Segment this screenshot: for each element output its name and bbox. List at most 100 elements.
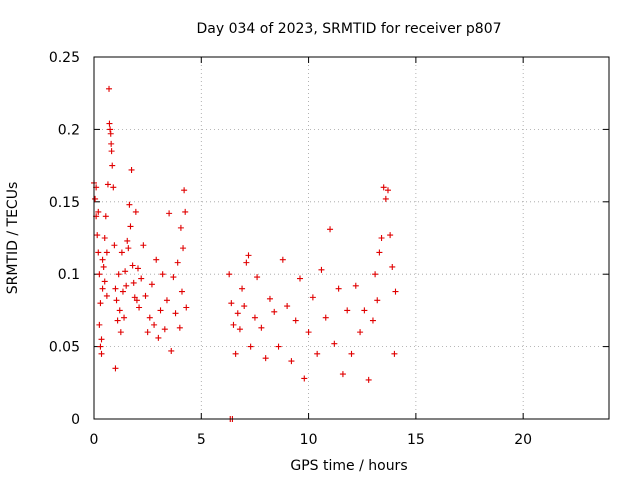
- data-point: [107, 126, 114, 133]
- data-point: [288, 358, 295, 365]
- data-point: [148, 281, 155, 288]
- y-tick-label: 0.2: [58, 122, 80, 138]
- data-point: [108, 148, 115, 155]
- chart-title: Day 034 of 2023, SRMTID for receiver p80…: [196, 21, 501, 37]
- data-point: [228, 300, 235, 307]
- data-point: [251, 314, 258, 321]
- data-point: [113, 297, 120, 304]
- data-point: [94, 232, 101, 239]
- data-point: [327, 226, 334, 233]
- y-tick-label: 0: [71, 412, 80, 428]
- data-point: [166, 210, 173, 217]
- data-point: [392, 288, 399, 295]
- data-point: [176, 324, 183, 331]
- data-point: [108, 140, 115, 147]
- data-points: [91, 85, 399, 422]
- data-point: [177, 224, 184, 231]
- data-point: [126, 201, 133, 208]
- data-point: [127, 223, 134, 230]
- data-point: [322, 314, 329, 321]
- data-point: [387, 232, 394, 239]
- data-point: [262, 355, 269, 362]
- data-point: [138, 275, 145, 282]
- data-point: [111, 242, 118, 249]
- data-point: [109, 162, 116, 169]
- data-point: [318, 266, 325, 273]
- data-point: [95, 249, 102, 256]
- data-point: [128, 166, 135, 173]
- data-point: [243, 259, 250, 266]
- data-point: [102, 213, 109, 220]
- y-tick-label: 0.25: [49, 50, 80, 66]
- data-point: [116, 307, 123, 314]
- data-point: [123, 282, 130, 289]
- data-point: [99, 285, 106, 292]
- x-tick-label: 10: [300, 432, 318, 448]
- data-point: [241, 303, 248, 310]
- data-point: [98, 336, 105, 343]
- data-point: [112, 285, 119, 292]
- data-point: [95, 208, 102, 215]
- data-point: [236, 326, 243, 333]
- x-axis-label: GPS time / hours: [290, 458, 407, 474]
- data-point: [153, 256, 160, 263]
- data-point: [96, 321, 103, 328]
- data-point: [101, 278, 108, 285]
- data-point: [182, 208, 189, 215]
- y-tick-label: 0.15: [49, 195, 80, 211]
- data-point: [178, 288, 185, 295]
- data-point: [103, 292, 110, 299]
- data-point: [352, 282, 359, 289]
- data-point: [344, 307, 351, 314]
- data-point: [305, 329, 312, 336]
- data-point: [133, 297, 140, 304]
- data-point: [380, 184, 387, 191]
- data-point: [301, 375, 308, 382]
- data-point: [130, 279, 137, 286]
- data-point: [168, 347, 175, 354]
- data-point: [369, 317, 376, 324]
- data-point: [161, 326, 168, 333]
- data-point: [106, 120, 113, 127]
- data-point: [100, 263, 107, 270]
- data-point: [258, 324, 265, 331]
- data-point: [271, 308, 278, 315]
- data-point: [365, 376, 372, 383]
- data-point: [163, 297, 170, 304]
- data-point: [99, 256, 106, 263]
- data-point: [183, 304, 190, 311]
- data-point: [170, 274, 177, 281]
- data-point: [98, 350, 105, 357]
- data-point: [339, 371, 346, 378]
- data-point: [309, 294, 316, 301]
- y-tick-label: 0.05: [49, 340, 80, 356]
- data-point: [104, 181, 111, 188]
- data-point: [118, 249, 125, 256]
- data-point: [142, 292, 149, 299]
- data-point: [279, 256, 286, 263]
- data-point: [391, 350, 398, 357]
- x-tick-label: 0: [90, 432, 99, 448]
- data-point: [376, 249, 383, 256]
- data-point: [180, 245, 187, 252]
- data-point: [284, 303, 291, 310]
- data-point: [129, 262, 136, 269]
- data-point: [146, 314, 153, 321]
- data-point: [92, 195, 99, 202]
- data-point: [314, 350, 321, 357]
- data-point: [117, 329, 124, 336]
- data-point: [124, 237, 131, 244]
- data-point: [112, 365, 119, 372]
- data-point: [266, 295, 273, 302]
- data-point: [132, 208, 139, 215]
- axis-ticks: 0 0.05 0.1 0.15 0.2 0.25 0 5 10 15 20: [49, 50, 609, 448]
- data-point: [151, 321, 158, 328]
- data-point: [234, 310, 241, 317]
- data-point: [378, 235, 385, 241]
- data-point: [239, 285, 246, 292]
- data-point: [297, 275, 303, 282]
- grid: [94, 57, 609, 419]
- x-tick-label: 15: [407, 432, 425, 448]
- data-point: [134, 265, 141, 272]
